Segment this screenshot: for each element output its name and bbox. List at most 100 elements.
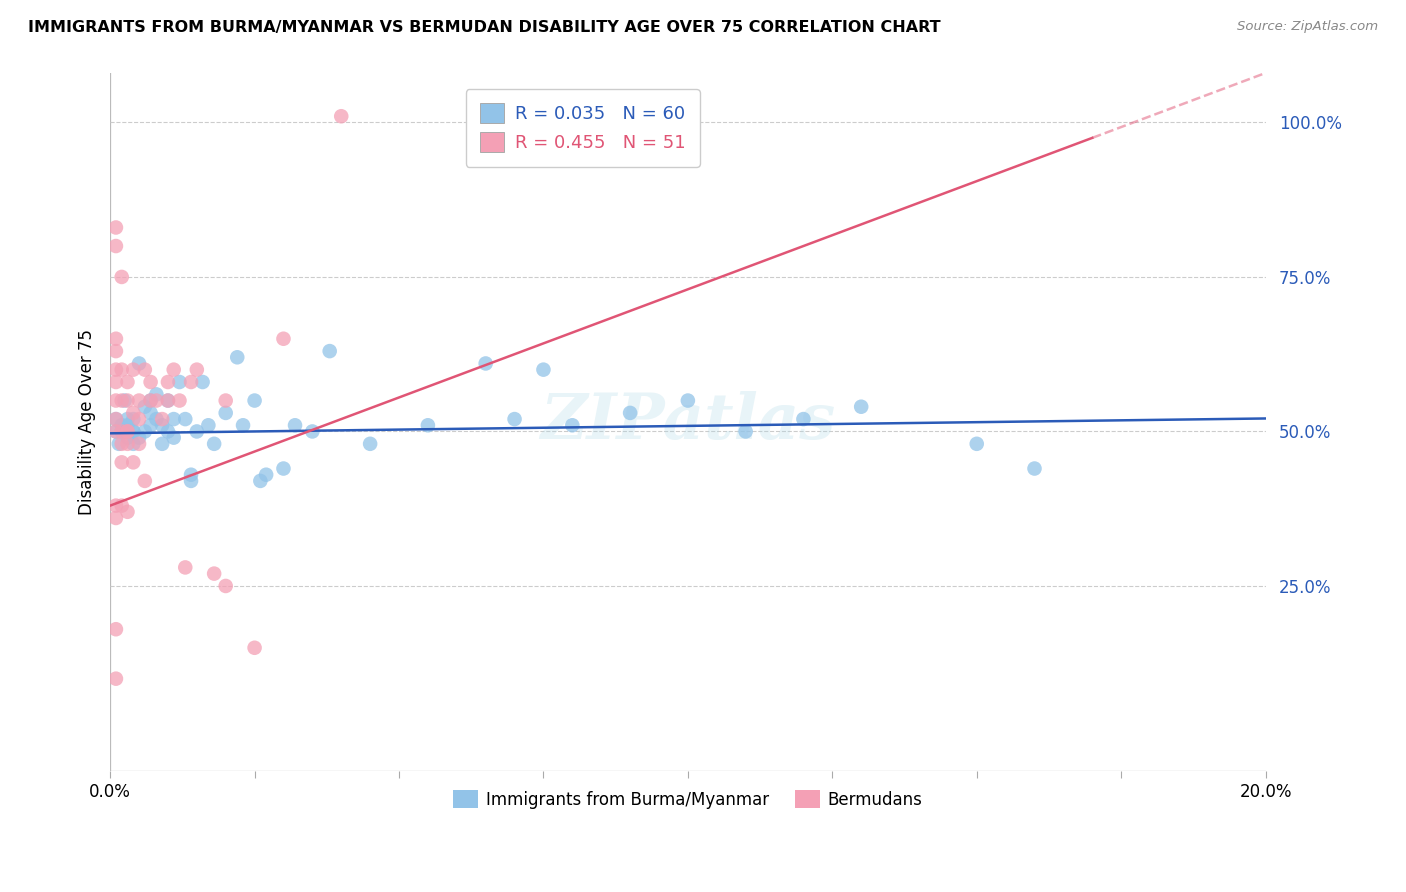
Point [117,505,139,519]
Point [117,437,139,451]
Point [163,362,186,376]
Point [243,393,266,408]
Point [104,499,127,513]
Point [111,269,134,284]
Point [139,418,162,433]
Point [197,418,219,433]
Point [180,474,202,488]
Point [111,499,134,513]
Point [254,467,277,482]
Point [202,566,225,581]
Point [114,393,136,408]
Point [104,393,127,408]
Point [134,362,156,376]
Point [215,393,238,408]
Point [104,412,127,426]
Point [108,437,131,451]
Point [561,418,583,433]
Point [145,412,167,426]
Point [134,474,156,488]
Point [966,437,988,451]
Point [111,437,134,451]
Point [104,239,127,253]
Point [104,332,127,346]
Point [503,412,526,426]
Point [104,344,127,359]
Point [122,437,145,451]
Point [128,393,150,408]
Point [104,220,127,235]
Point [232,418,254,433]
Point [139,393,162,408]
Point [174,412,197,426]
Point [318,344,340,359]
Point [117,412,139,426]
Point [139,375,162,389]
Point [533,362,555,376]
Point [851,400,873,414]
Point [249,474,271,488]
Point [128,437,150,451]
Point [117,425,139,439]
Point [243,640,266,655]
Point [792,412,814,426]
Point [150,437,173,451]
Point [111,393,134,408]
Point [163,431,186,445]
Point [169,393,191,408]
Point [104,672,127,686]
Point [117,425,139,439]
Point [1024,461,1046,475]
Point [156,375,179,389]
Point [150,418,173,433]
Point [156,393,179,408]
Point [226,351,249,365]
Point [122,425,145,439]
Point [273,461,295,475]
Point [111,418,134,433]
Point [180,467,202,482]
Point [330,109,353,123]
Point [117,418,139,433]
Point [139,406,162,420]
Point [134,400,156,414]
Point [104,425,127,439]
Point [104,375,127,389]
Point [111,362,134,376]
Point [186,362,208,376]
Text: ZIPatlas: ZIPatlas [540,392,835,453]
Point [122,406,145,420]
Point [111,425,134,439]
Point [619,406,641,420]
Point [202,437,225,451]
Point [104,362,127,376]
Point [117,375,139,389]
Point [139,393,162,408]
Y-axis label: Disability Age Over 75: Disability Age Over 75 [79,329,96,516]
Point [215,406,238,420]
Point [128,356,150,370]
Point [145,387,167,401]
Point [145,393,167,408]
Point [284,418,307,433]
Point [169,375,191,389]
Point [191,375,214,389]
Point [215,579,238,593]
Point [111,455,134,469]
Point [122,362,145,376]
Point [186,425,208,439]
Text: IMMIGRANTS FROM BURMA/MYANMAR VS BERMUDAN DISABILITY AGE OVER 75 CORRELATION CHA: IMMIGRANTS FROM BURMA/MYANMAR VS BERMUDA… [28,20,941,35]
Text: Source: ZipAtlas.com: Source: ZipAtlas.com [1237,20,1378,33]
Point [676,393,699,408]
Point [734,425,756,439]
Point [122,412,145,426]
Legend: Immigrants from Burma/Myanmar, Bermudans: Immigrants from Burma/Myanmar, Bermudans [446,783,929,815]
Point [163,412,186,426]
Point [301,425,323,439]
Point [122,455,145,469]
Point [104,425,127,439]
Point [359,437,381,451]
Point [104,511,127,525]
Point [416,418,439,433]
Point [134,425,156,439]
